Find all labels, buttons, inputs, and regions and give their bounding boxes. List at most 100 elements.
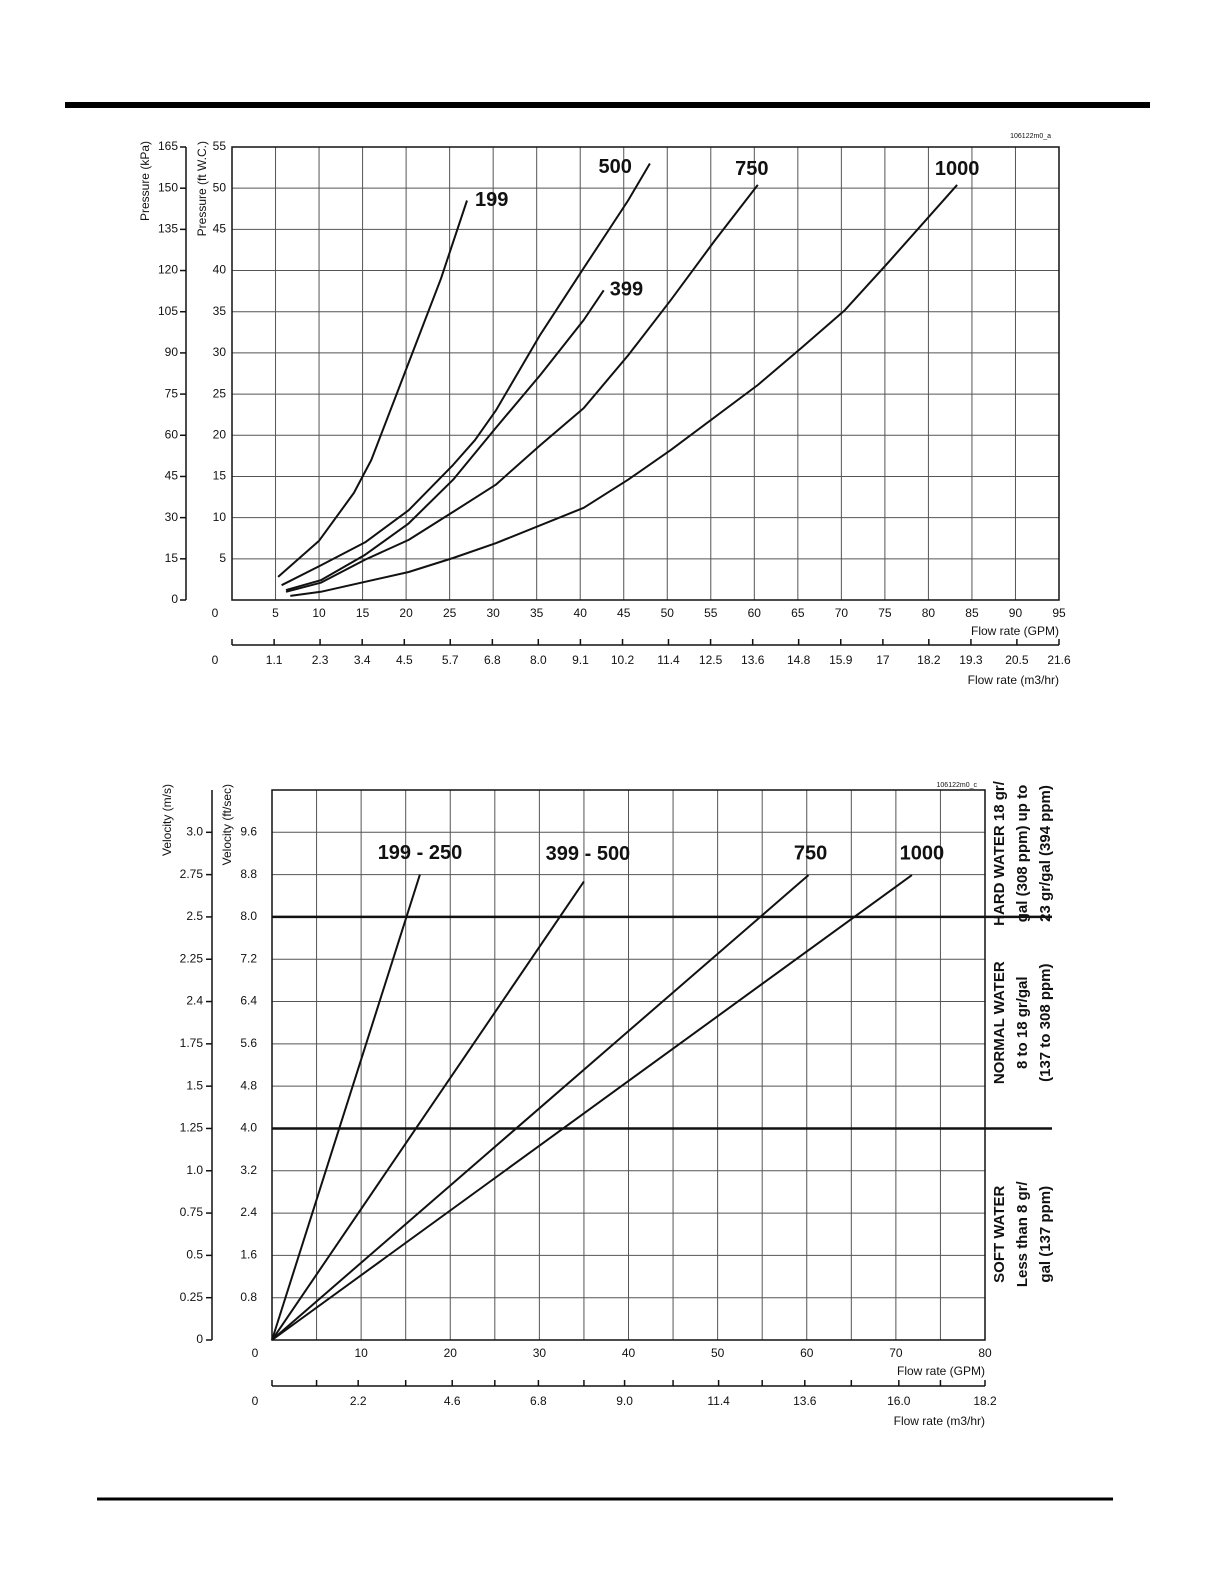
y2-tick-label: 135 bbox=[158, 222, 178, 236]
y2-tick-label: 15 bbox=[165, 551, 179, 565]
zone-label: gal (137 ppm) bbox=[1037, 1186, 1054, 1283]
x-tick-label: 85 bbox=[965, 606, 979, 620]
series-line bbox=[285, 289, 605, 592]
x2-tick-label: 5.7 bbox=[442, 653, 459, 667]
x-tick-label: 60 bbox=[800, 1346, 814, 1360]
x-axis-title: Flow rate (GPM) bbox=[897, 1364, 985, 1378]
annotation: 106122m0_c bbox=[937, 782, 978, 789]
y2-tick-label: 1.0 bbox=[186, 1163, 203, 1177]
y-tick-label: 4.8 bbox=[240, 1078, 257, 1092]
x-tick-label: 10 bbox=[354, 1346, 368, 1360]
y2-tick-label: 90 bbox=[165, 345, 179, 359]
y2-tick-label: 2.25 bbox=[180, 951, 204, 965]
y-tick-label: 15 bbox=[213, 469, 227, 483]
x2-tick-label: 4.5 bbox=[396, 653, 413, 667]
series-line bbox=[271, 874, 421, 1341]
x2-tick-label: 17 bbox=[876, 653, 890, 667]
y-tick-label: 5 bbox=[219, 551, 226, 565]
x-tick-label: 55 bbox=[704, 606, 718, 620]
x-tick-label: 0 bbox=[212, 606, 219, 620]
x-tick-label: 15 bbox=[356, 606, 370, 620]
x-tick-label: 25 bbox=[443, 606, 457, 620]
series-label: 199 bbox=[475, 189, 508, 211]
x2-tick-label: 10.2 bbox=[611, 653, 635, 667]
series-line bbox=[290, 184, 958, 597]
x2-tick-label: 6.8 bbox=[484, 653, 501, 667]
y2-tick-label: 60 bbox=[165, 427, 179, 441]
series-line bbox=[271, 874, 810, 1341]
y-tick-label: 7.2 bbox=[240, 951, 257, 965]
y2-tick-label: 3.0 bbox=[186, 824, 203, 838]
series-line bbox=[271, 874, 913, 1341]
plot-frame bbox=[271, 789, 986, 1341]
x2-tick-label: 11.4 bbox=[707, 1394, 730, 1408]
y-tick-label: 35 bbox=[213, 304, 227, 318]
y2-tick-label: 30 bbox=[165, 510, 179, 524]
x-tick-label: 90 bbox=[1009, 606, 1023, 620]
series-line bbox=[271, 880, 585, 1341]
y2-tick-label: 1.75 bbox=[180, 1036, 204, 1050]
x-tick-label: 65 bbox=[791, 606, 805, 620]
series-label: 1000 bbox=[900, 842, 945, 864]
series-line bbox=[285, 184, 759, 593]
x-tick-label: 75 bbox=[878, 606, 892, 620]
x-tick-label: 35 bbox=[530, 606, 544, 620]
x-tick-label: 95 bbox=[1052, 606, 1066, 620]
y2-axis-title: Velocity (m/s) bbox=[160, 784, 174, 856]
y-tick-label: 2.4 bbox=[240, 1205, 257, 1219]
x-tick-label: 50 bbox=[661, 606, 675, 620]
x2-axis-title: Flow rate (m3/hr) bbox=[894, 1414, 985, 1428]
x-tick-label: 50 bbox=[711, 1346, 725, 1360]
x2-tick-label: 15.9 bbox=[829, 653, 853, 667]
x-tick-label: 5 bbox=[272, 606, 279, 620]
y-tick-label: 40 bbox=[213, 263, 227, 277]
x-tick-label: 30 bbox=[486, 606, 500, 620]
x2-tick-label: 19.3 bbox=[959, 653, 983, 667]
x-tick-label: 70 bbox=[835, 606, 849, 620]
x2-tick-label: 0 bbox=[252, 1394, 259, 1408]
y2-axis-title: Pressure (kPa) bbox=[138, 141, 152, 221]
x2-tick-label: 8.0 bbox=[530, 653, 547, 667]
y-tick-label: 55 bbox=[213, 139, 227, 153]
x-tick-label: 45 bbox=[617, 606, 631, 620]
x2-tick-label: 13.6 bbox=[793, 1394, 817, 1408]
series-label: 1000 bbox=[935, 158, 980, 180]
x-tick-label: 70 bbox=[889, 1346, 903, 1360]
y-tick-label: 50 bbox=[213, 180, 227, 194]
x2-tick-label: 11.4 bbox=[657, 653, 680, 667]
y2-tick-label: 105 bbox=[158, 304, 178, 318]
y-tick-label: 30 bbox=[213, 345, 227, 359]
zone-label: NORMAL WATER bbox=[991, 961, 1008, 1084]
x-tick-label: 30 bbox=[533, 1346, 547, 1360]
y2-tick-label: 2.5 bbox=[186, 909, 203, 923]
y-tick-label: 20 bbox=[213, 427, 227, 441]
y2-tick-label: 0.5 bbox=[186, 1248, 203, 1262]
x-tick-label: 60 bbox=[748, 606, 762, 620]
y-tick-label: 6.4 bbox=[240, 994, 257, 1008]
x2-tick-label: 6.8 bbox=[530, 1394, 547, 1408]
x2-tick-label: 18.2 bbox=[973, 1394, 997, 1408]
series-line bbox=[277, 200, 468, 578]
x2-tick-label: 2.3 bbox=[312, 653, 329, 667]
x2-tick-label: 9.1 bbox=[572, 653, 589, 667]
plot-frame bbox=[231, 146, 1060, 601]
y-tick-label: 45 bbox=[213, 222, 227, 236]
x-tick-label: 40 bbox=[622, 1346, 636, 1360]
y2-tick-label: 0.75 bbox=[180, 1205, 204, 1219]
y2-tick-label: 120 bbox=[158, 263, 178, 277]
x2-tick-label: 4.6 bbox=[444, 1394, 461, 1408]
x-tick-label: 0 bbox=[252, 1346, 259, 1360]
x-tick-label: 40 bbox=[574, 606, 588, 620]
y-axis-title: Pressure (ft W.C.) bbox=[195, 141, 209, 236]
series-line bbox=[281, 162, 651, 587]
y2-tick-label: 0 bbox=[196, 1332, 203, 1346]
y2-tick-label: 1.5 bbox=[186, 1078, 203, 1092]
y-tick-label: 25 bbox=[213, 386, 227, 400]
series-label: 500 bbox=[598, 156, 631, 178]
series-label: 750 bbox=[735, 158, 768, 180]
x-tick-label: 20 bbox=[399, 606, 413, 620]
zone-label: Less than 8 gr/ bbox=[1014, 1180, 1031, 1287]
